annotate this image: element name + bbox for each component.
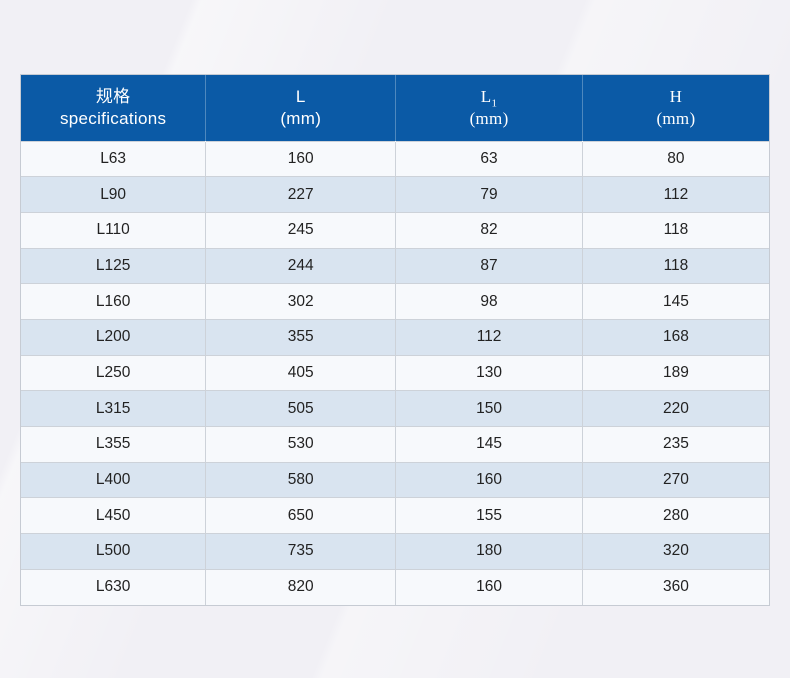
table-row: L450 650 155 280 — [21, 497, 769, 534]
table-row: L355 530 145 235 — [21, 426, 769, 463]
cell-h-mm: 220 — [582, 390, 769, 427]
cell-specification: L450 — [21, 497, 207, 534]
header-label-en: specifications — [60, 108, 167, 128]
table-row: L200 355 112 168 — [21, 318, 769, 356]
header-label-l1-subscript: 1 — [491, 97, 498, 110]
cell-l-mm: 405 — [205, 354, 397, 391]
cell-l-mm: 160 — [205, 140, 397, 177]
cell-l1-mm: 79 — [395, 176, 583, 213]
cell-h-mm: 145 — [582, 283, 769, 320]
cell-l-mm: 302 — [205, 283, 397, 320]
cell-h-mm: 189 — [582, 354, 769, 391]
header-label-h: H — [669, 86, 683, 106]
cell-l-mm: 650 — [205, 497, 397, 534]
specifications-table: 规格 specifications L (mm) L1 (mm) H (mm) … — [21, 75, 769, 605]
header-label-l1-main: L — [480, 86, 492, 106]
table-row: L315 505 150 220 — [21, 390, 769, 427]
cell-specification: L400 — [21, 461, 207, 498]
table-row: L500 735 180 320 — [21, 533, 769, 570]
table-row: L250 405 130 189 — [21, 354, 769, 391]
cell-l-mm: 735 — [205, 533, 397, 570]
cell-specification: L355 — [21, 426, 207, 463]
cell-l1-mm: 82 — [395, 211, 583, 249]
header-unit-l1: (mm) — [469, 108, 509, 128]
cell-specification: L500 — [21, 533, 207, 570]
cell-l1-mm: 155 — [395, 497, 583, 534]
cell-l1-mm: 160 — [395, 568, 583, 605]
cell-h-mm: 168 — [582, 318, 769, 356]
column-header-l1: L1 (mm) — [395, 75, 583, 141]
cell-l-mm: 227 — [205, 176, 397, 213]
cell-specification: L315 — [21, 390, 207, 427]
table-row: L160 302 98 145 — [21, 283, 769, 320]
cell-l-mm: 355 — [205, 318, 397, 356]
cell-specification: L200 — [21, 318, 207, 356]
cell-h-mm: 80 — [582, 140, 769, 177]
header-row: 规格 specifications L (mm) L1 (mm) H (mm) — [21, 75, 769, 141]
cell-l-mm: 580 — [205, 461, 397, 498]
header-unit-h: (mm) — [656, 108, 696, 128]
cell-l1-mm: 87 — [395, 247, 583, 284]
table-row: L400 580 160 270 — [21, 461, 769, 498]
cell-l-mm: 244 — [205, 247, 397, 284]
cell-l1-mm: 150 — [395, 390, 583, 427]
table-row: L110 245 82 118 — [21, 211, 769, 249]
cell-specification: L125 — [21, 247, 207, 284]
table-header: 规格 specifications L (mm) L1 (mm) H (mm) — [21, 75, 769, 141]
column-header-specifications: 规格 specifications — [21, 75, 207, 141]
cell-h-mm: 118 — [582, 247, 769, 284]
cell-l1-mm: 112 — [395, 318, 583, 356]
cell-l-mm: 530 — [205, 426, 397, 463]
table-row: L90 227 79 112 — [21, 176, 769, 213]
cell-l1-mm: 98 — [395, 283, 583, 320]
header-label-l1: L1 — [396, 86, 582, 110]
cell-l1-mm: 145 — [395, 426, 583, 463]
column-header-l: L (mm) — [205, 75, 397, 141]
cell-h-mm: 118 — [582, 211, 769, 249]
header-unit-l: (mm) — [280, 108, 322, 128]
cell-specification: L160 — [21, 283, 207, 320]
table-row: L63 160 63 80 — [21, 140, 769, 177]
cell-specification: L110 — [21, 211, 207, 249]
cell-h-mm: 360 — [582, 568, 769, 605]
cell-l-mm: 505 — [205, 390, 397, 427]
cell-l1-mm: 180 — [395, 533, 583, 570]
header-label-l: L — [295, 86, 306, 106]
cell-l-mm: 245 — [205, 211, 397, 249]
cell-specification: L250 — [21, 354, 207, 391]
cell-h-mm: 280 — [582, 497, 769, 534]
table-row: L630 820 160 360 — [21, 568, 769, 605]
cell-h-mm: 235 — [582, 426, 769, 463]
cell-l1-mm: 130 — [395, 354, 583, 391]
cell-h-mm: 320 — [582, 533, 769, 570]
cell-l1-mm: 160 — [395, 461, 583, 498]
cell-specification: L63 — [21, 140, 207, 177]
column-header-h: H (mm) — [582, 75, 769, 141]
cell-h-mm: 112 — [582, 176, 769, 213]
table-body: L63 160 63 80 L90 227 79 112 L110 245 82… — [21, 140, 769, 605]
cell-l-mm: 820 — [205, 568, 397, 605]
spec-table: 规格 specifications L (mm) L1 (mm) H (mm) … — [20, 74, 770, 606]
header-label-zh: 规格 — [95, 86, 131, 106]
cell-l1-mm: 63 — [395, 140, 583, 177]
table-row: L125 244 87 118 — [21, 247, 769, 284]
cell-specification: L630 — [21, 568, 207, 605]
cell-specification: L90 — [21, 176, 207, 213]
cell-h-mm: 270 — [582, 461, 769, 498]
